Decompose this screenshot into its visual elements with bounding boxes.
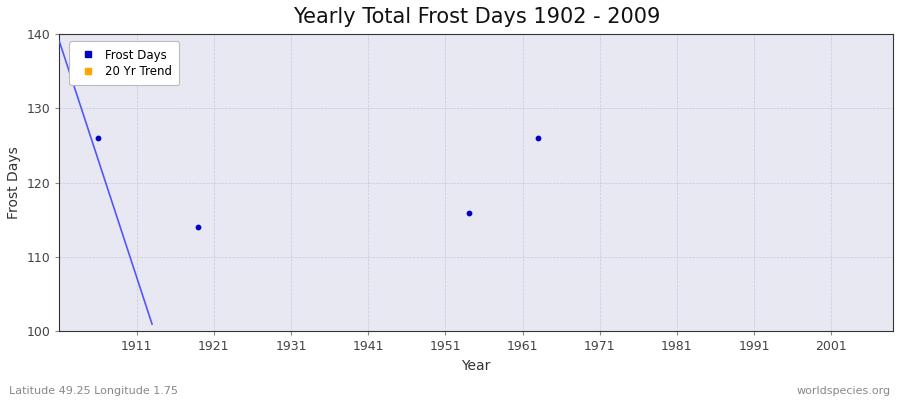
Title: Yearly Total Frost Days 1902 - 2009: Yearly Total Frost Days 1902 - 2009 bbox=[292, 7, 660, 27]
Point bbox=[91, 135, 105, 141]
Point bbox=[462, 209, 476, 216]
Text: worldspecies.org: worldspecies.org bbox=[796, 386, 891, 396]
Text: Latitude 49.25 Longitude 1.75: Latitude 49.25 Longitude 1.75 bbox=[9, 386, 178, 396]
Y-axis label: Frost Days: Frost Days bbox=[7, 146, 21, 219]
Point bbox=[531, 135, 545, 141]
Legend: Frost Days, 20 Yr Trend: Frost Days, 20 Yr Trend bbox=[69, 42, 179, 85]
Point bbox=[191, 224, 205, 230]
X-axis label: Year: Year bbox=[462, 359, 490, 373]
